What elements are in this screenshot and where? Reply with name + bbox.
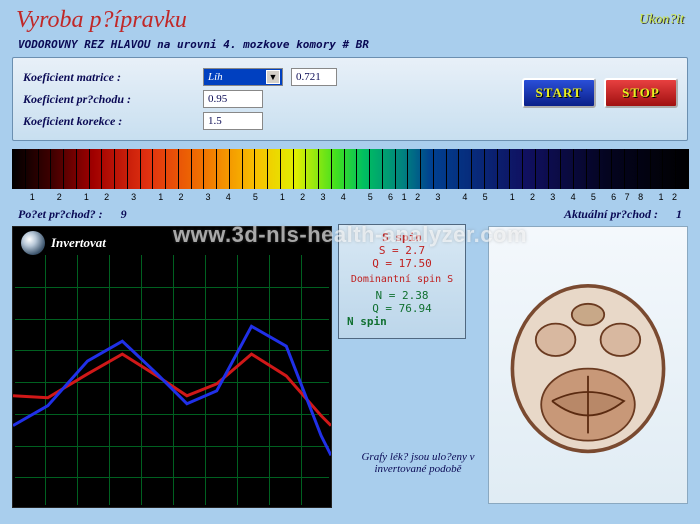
spin-info-box: S spin S = 2.7 Q = 17.50 Dominantní spin… [338, 224, 466, 339]
pocet-label: Po?et pr?chod? : [18, 207, 103, 221]
page-title: Vyroba p?ípravku [16, 7, 187, 34]
coef-matrice-value[interactable]: 0.721 [291, 68, 337, 86]
quit-link[interactable]: Ukon?it [639, 12, 684, 28]
coef-matrice-select[interactable]: Líh ▼ [203, 68, 283, 86]
coef-matrice-label: Koeficient matrice : [23, 70, 203, 85]
coef-pruchodu-label: Koeficient pr?chodu : [23, 92, 203, 107]
waveform-chart: Invertovat [12, 226, 332, 508]
subtitle: VODOROVNY REZ HLAVOU na urovni 4. mozkov… [0, 36, 700, 57]
spin-dominant: Dominantní spin S [347, 274, 457, 285]
aktualni-value: 1 [676, 207, 682, 221]
pocet-value: 9 [121, 207, 127, 221]
brain-scan-icon [498, 275, 678, 455]
chevron-down-icon: ▼ [266, 70, 280, 84]
scan-image [488, 226, 688, 504]
spin-n-val: N = 2.38 [347, 289, 457, 302]
spectrum-scale: 1212312345123456123451234567812 [12, 189, 688, 207]
coef-matrice-select-value: Líh [208, 71, 223, 83]
graph-note: Grafy lék? jsou ulo?eny v invertované po… [338, 451, 498, 475]
aktualni-label: Aktuální pr?chod : [564, 207, 658, 221]
coef-korekce-label: Koeficient korekce : [23, 114, 203, 129]
stop-button[interactable]: STOP [604, 78, 678, 108]
spectrum-bar [12, 149, 688, 189]
coef-pruchodu-value[interactable]: 0.95 [203, 90, 263, 108]
start-button[interactable]: START [522, 78, 596, 108]
spin-n-title: N spin [347, 315, 457, 328]
spin-s-val: S = 2.7 [347, 244, 457, 257]
spin-s-title: S spin [347, 231, 457, 244]
spin-n-q: Q = 76.94 [347, 302, 457, 315]
coef-korekce-value[interactable]: 1.5 [203, 112, 263, 130]
spin-s-q: Q = 17.50 [347, 257, 457, 270]
